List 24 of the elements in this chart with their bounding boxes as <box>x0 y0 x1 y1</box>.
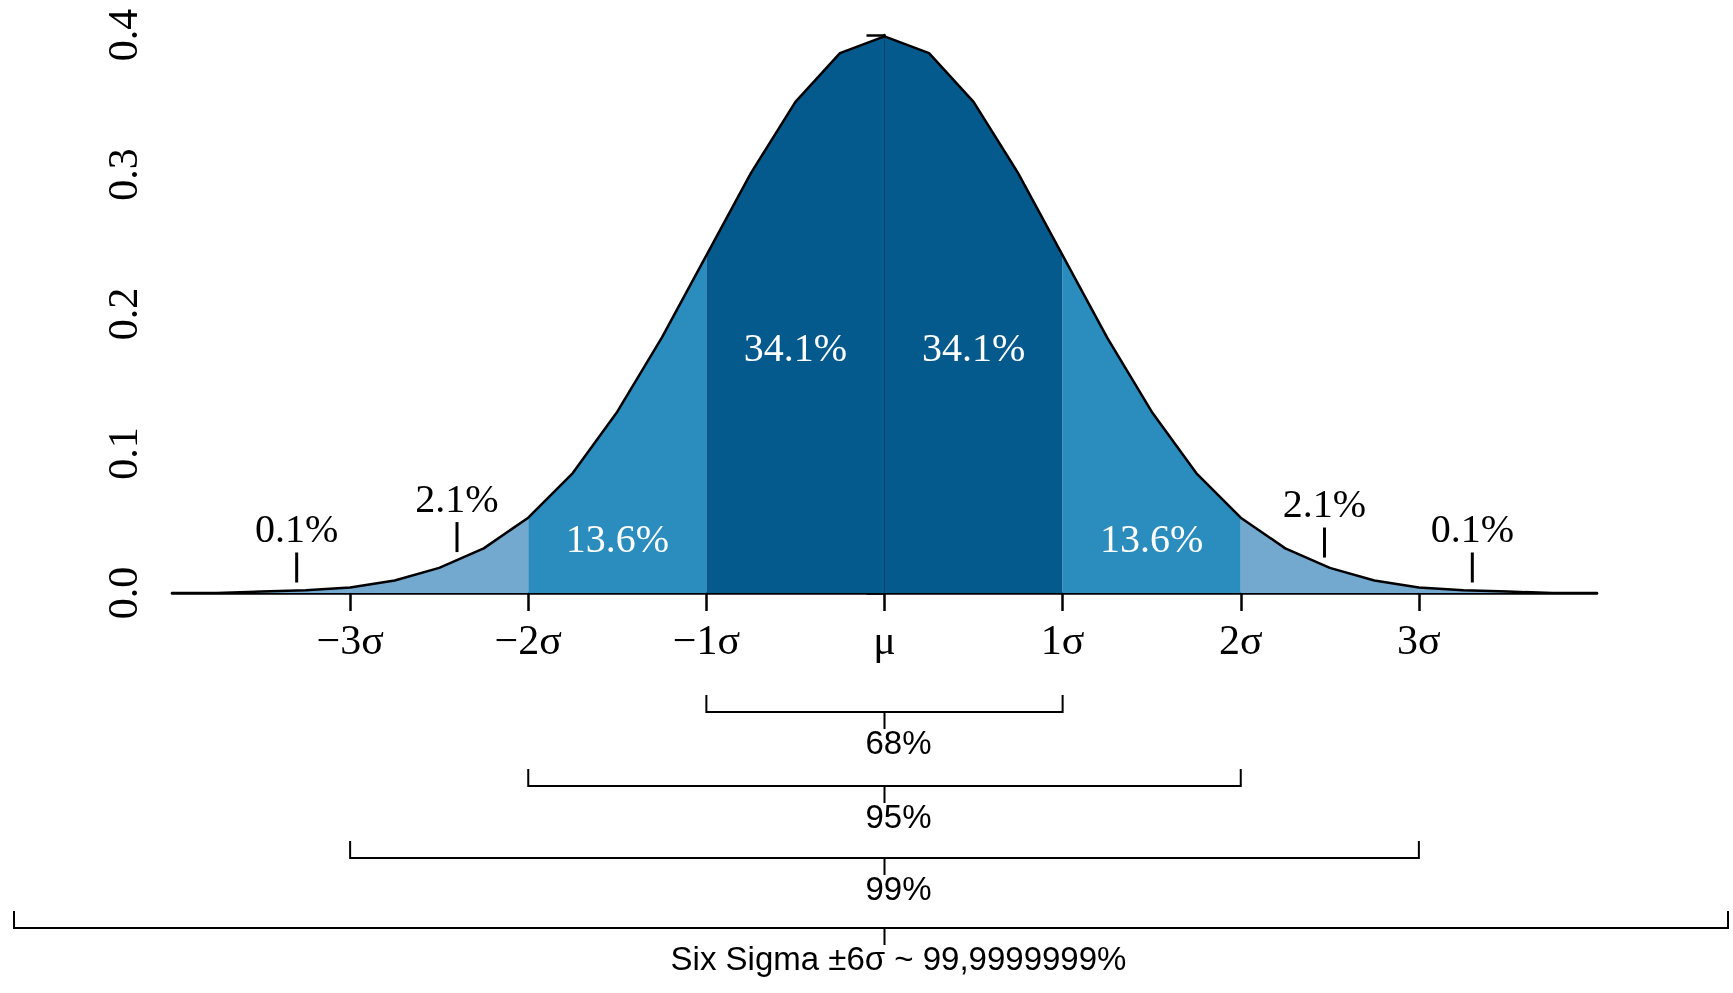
text: 95% <box>865 798 932 836</box>
annotation: 0.1% <box>1430 505 1514 551</box>
x-tick-label: −3σ <box>316 617 384 663</box>
text: 99% <box>865 870 932 908</box>
y-tick-label: 0.0 <box>100 566 146 620</box>
x-tick-label: 3σ <box>1397 617 1441 663</box>
annotation: 0.1% <box>255 505 339 551</box>
y-tick-label: 0.3 <box>100 148 146 201</box>
text: Six Sigma ±6σ ~ 99,9999999% <box>670 940 1127 978</box>
annotation: 13.6% <box>1100 515 1204 561</box>
annotation: 34.1% <box>743 324 848 370</box>
x-tick-label: −1σ <box>672 617 741 663</box>
annotation: 2.1% <box>415 475 499 521</box>
x-tick-label: 1σ <box>1040 617 1085 663</box>
annotation: 13.6% <box>565 515 669 561</box>
x-tick-label: 2σ <box>1218 617 1263 663</box>
x-tick-label: μ <box>873 617 896 663</box>
annotation: 34.1% <box>921 324 1026 370</box>
text: 68% <box>865 724 932 762</box>
annotation: 2.1% <box>1282 481 1367 527</box>
x-tick-label: −2σ <box>494 617 562 663</box>
y-tick-label: 0.4 <box>100 8 146 62</box>
y-tick-label: 0.1 <box>100 427 146 480</box>
y-tick-label: 0.2 <box>100 287 146 341</box>
